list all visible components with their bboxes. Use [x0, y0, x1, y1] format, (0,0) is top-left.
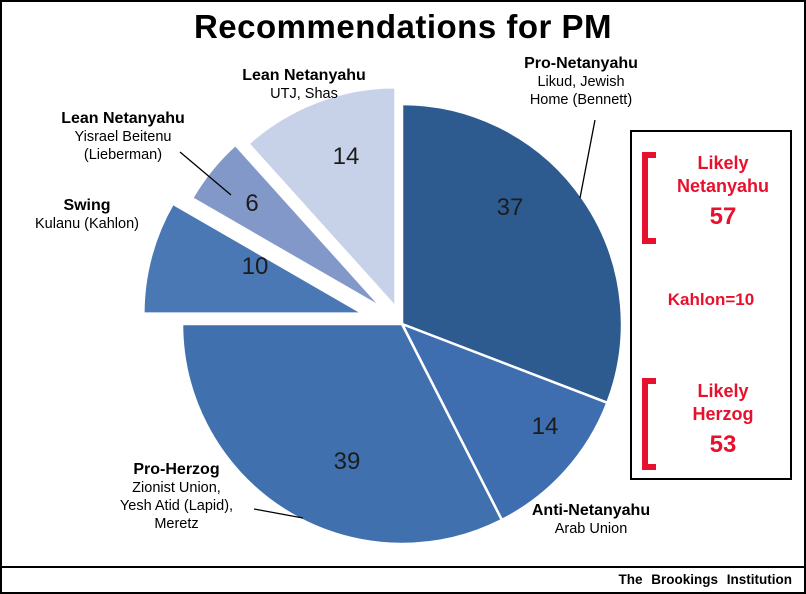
pie-slice-5 — [247, 85, 397, 309]
slice-value-label-3: 10 — [242, 253, 269, 280]
callout-sublabel: Yisrael Beitenu (Lieberman) — [74, 129, 172, 164]
callout-sublabel: UTJ, Shas — [270, 86, 338, 103]
slice-value-label-1: 14 — [532, 413, 559, 440]
pie-slice-0 — [400, 102, 624, 405]
leader-line — [253, 508, 304, 519]
callout-lean-netanyahu-beitenu: Lean Netanyahu Yisrael Beitenu (Lieberma… — [44, 109, 202, 164]
summary-group-herzog: Likely Herzog 53 — [658, 380, 788, 459]
callout-sublabel: Likud, Jewish Home (Bennett) — [529, 74, 633, 109]
callout-anti-netanyahu: Anti-Netanyahu Arab Union — [507, 501, 675, 538]
summary-label-netanyahu: Likely Netanyahu — [676, 153, 770, 197]
callout-title: Swing — [63, 197, 111, 214]
slice-value-label-0: 37 — [497, 194, 524, 221]
slice-value-label-2: 39 — [334, 448, 361, 475]
red-bracket-netanyahu — [642, 152, 656, 244]
callout-title: Pro-Herzog — [133, 461, 220, 478]
callout-title: Pro-Netanyahu — [524, 55, 638, 72]
red-bracket-herzog — [642, 378, 656, 470]
pie-slice-4 — [190, 143, 384, 310]
kahlon-note: Kahlon=10 — [667, 290, 755, 309]
callout-pro-netanyahu: Pro-Netanyahu Likud, Jewish Home (Bennet… — [472, 54, 690, 109]
callout-sublabel: Arab Union — [554, 521, 628, 538]
leader-line — [179, 151, 232, 196]
leader-line — [579, 119, 596, 199]
chart-title: Recommendations for PM — [193, 8, 613, 45]
summary-value-netanyahu: 57 — [709, 202, 737, 230]
callout-swing: Swing Kulanu (Kahlon) — [22, 196, 152, 233]
callout-lean-netanyahu-utj: Lean Netanyahu UTJ, Shas — [210, 66, 398, 103]
pie-slice-2 — [180, 322, 504, 546]
footer-divider — [2, 566, 804, 568]
slice-value-label-5: 14 — [333, 143, 360, 170]
callout-title: Lean Netanyahu — [61, 110, 185, 127]
slice-value-label-4: 6 — [245, 190, 258, 217]
callout-pro-herzog: Pro-Herzog Zionist Union, Yesh Atid (Lap… — [84, 460, 269, 534]
attribution-text: The Brookings Institution — [618, 572, 793, 587]
callout-title: Anti-Netanyahu — [531, 502, 651, 519]
summary-group-netanyahu: Likely Netanyahu 57 — [658, 152, 788, 231]
pie-slice-3 — [142, 202, 365, 315]
callout-title: Lean Netanyahu — [242, 67, 366, 84]
callout-sublabel: Kulanu (Kahlon) — [35, 216, 139, 233]
summary-box: Likely Netanyahu 57 Kahlon=10 Likely Her… — [630, 130, 792, 480]
summary-label-herzog: Likely Herzog — [692, 381, 754, 425]
summary-value-herzog: 53 — [709, 430, 737, 458]
callout-sublabel: Zionist Union, Yesh Atid (Lapid), Meretz — [119, 480, 234, 533]
pie-slice-1 — [400, 322, 609, 522]
